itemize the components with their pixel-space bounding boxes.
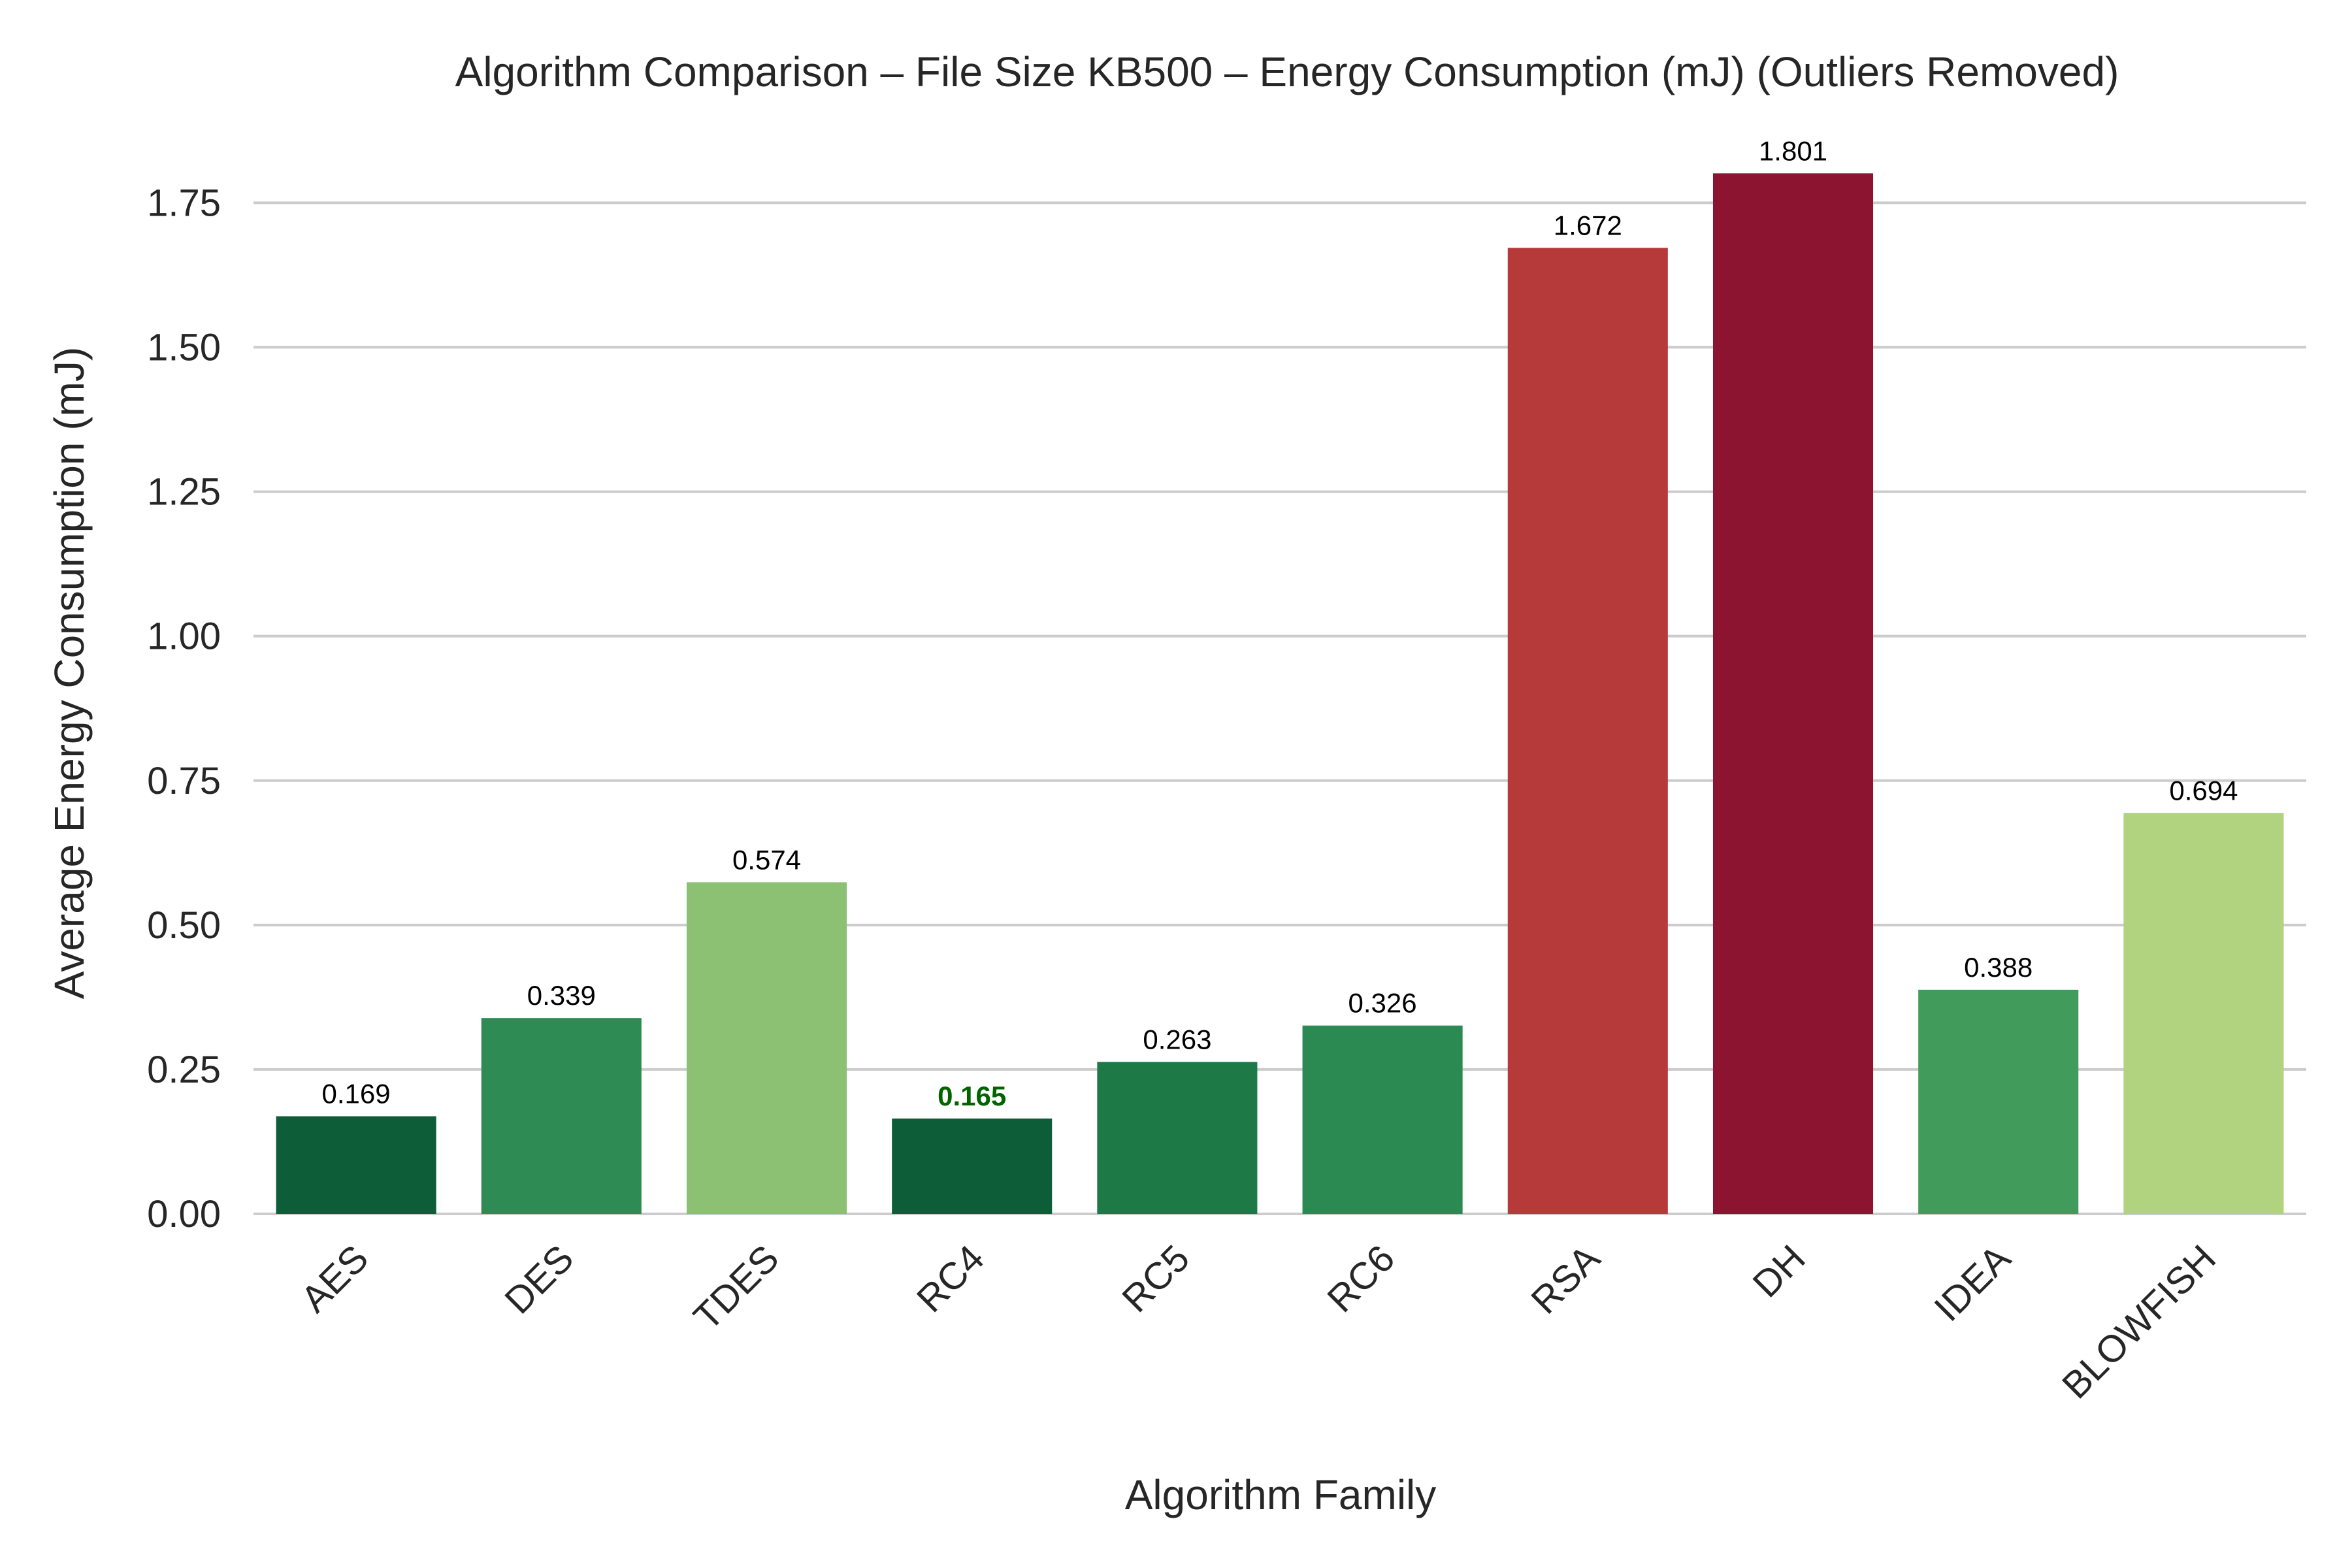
- x-tick-label-blowfish: BLOWFISH: [2054, 1237, 2224, 1407]
- y-tick-label: 1.25: [147, 471, 221, 514]
- x-tick-label-rc6: RC6: [1319, 1237, 1403, 1320]
- bar-rc5: [1097, 1062, 1258, 1214]
- y-tick-label: 1.75: [147, 182, 221, 224]
- x-tick-label-des: DES: [497, 1237, 581, 1322]
- bar-rc6: [1302, 1025, 1463, 1214]
- bar-dh: [1712, 173, 1874, 1214]
- bar-aes: [276, 1116, 436, 1214]
- grid-lines: [253, 201, 2306, 1215]
- data-label-des: 0.339: [527, 980, 596, 1011]
- x-tick-label-rc4: RC4: [909, 1237, 992, 1320]
- x-tick-label-rsa: RSA: [1523, 1237, 1609, 1322]
- bar-blowfish: [2123, 813, 2284, 1214]
- chart-title: Algorithm Comparison – File Size KB500 –…: [455, 48, 2119, 95]
- data-label-rc6: 0.326: [1348, 988, 1417, 1019]
- y-tick-label: 0.25: [147, 1049, 221, 1091]
- bar-rsa: [1507, 248, 1668, 1215]
- x-tick-label-tdes: TDES: [685, 1237, 787, 1338]
- x-tick-label-rc5: RC5: [1114, 1237, 1198, 1320]
- data-label-rc4: 0.165: [938, 1081, 1006, 1111]
- y-tick-label: 1.00: [147, 615, 221, 658]
- data-label-aes: 0.169: [322, 1079, 391, 1109]
- y-tick-label: 0.00: [147, 1193, 221, 1235]
- data-label-idea: 0.388: [1964, 952, 2033, 983]
- x-axis-ticks: AES DES TDES RC4 RC5 RC6 RSA DH IDEA BLOWFISH: [293, 1237, 2224, 1407]
- y-tick-label: 0.75: [147, 760, 221, 802]
- bar-rc4: [892, 1119, 1053, 1214]
- bar-tdes: [686, 882, 847, 1214]
- x-tick-label-idea: IDEA: [1926, 1237, 2019, 1330]
- y-tick-label: 0.50: [147, 904, 221, 947]
- data-label-dh: 1.801: [1759, 135, 1827, 166]
- y-axis-label: Average Energy Consumption (mJ): [46, 347, 93, 999]
- x-axis-label: Algorithm Family: [1125, 1471, 1437, 1518]
- y-tick-label: 1.50: [147, 327, 221, 369]
- bar-idea: [1918, 989, 2079, 1214]
- data-label-rc5: 0.263: [1143, 1024, 1211, 1054]
- y-axis-ticks: 0.00 0.25 0.50 0.75 1.00 1.25 1.50 1.75: [147, 182, 221, 1235]
- bars: [276, 173, 2284, 1215]
- x-tick-label-aes: AES: [293, 1237, 376, 1320]
- data-labels: 0.169 0.339 0.574 0.165 0.263 0.326 1.672 1.801…: [322, 135, 2238, 1111]
- data-label-tdes: 0.574: [732, 844, 801, 875]
- bar-des: [481, 1018, 642, 1214]
- data-label-rsa: 1.672: [1554, 210, 1622, 240]
- data-label-blowfish: 0.694: [2169, 775, 2238, 806]
- x-tick-label-dh: DH: [1744, 1237, 1813, 1305]
